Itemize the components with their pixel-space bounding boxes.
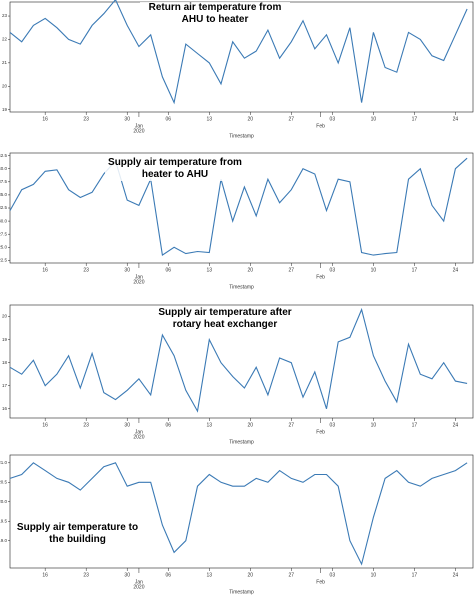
chart-title: Supply air temperature after rotary heat… (155, 307, 295, 331)
x-tick-label: 30 (124, 267, 130, 273)
y-tick-label: 19 (2, 107, 8, 112)
chart-title: Supply air temperature from heater to AH… (105, 157, 245, 181)
x-tick-label: 23 (83, 116, 89, 122)
y-tick-label: 20.0 (0, 499, 7, 504)
year-label: 2020 (133, 279, 144, 285)
line (9, 307, 468, 413)
x-tick-label: 13 (206, 116, 212, 122)
x-tick-label: 13 (206, 572, 212, 578)
x-tick-label: 13 (206, 422, 212, 428)
axes-frame (9, 304, 474, 419)
x-tick-label: 03 (330, 267, 336, 273)
x-tick-label: 06 (165, 572, 171, 578)
x-axis-label: Timestamp (229, 439, 254, 445)
x-tick-label: 17 (412, 572, 418, 578)
x-tick-label: 03 (330, 572, 336, 578)
chart-title: Supply air temperature to the building (15, 522, 140, 546)
month-label: Feb (316, 274, 325, 280)
x-tick-label: 16 (42, 116, 48, 122)
y-tick-label: 19.5 (0, 518, 7, 523)
x-axis-label: Timestamp (229, 133, 254, 139)
x-tick-label: 16 (42, 572, 48, 578)
y-tick-label: 35.0 (0, 192, 7, 197)
month-label: Feb (316, 123, 325, 129)
x-tick-label: 24 (453, 422, 459, 428)
x-tick-label: 20 (248, 267, 254, 273)
y-tick-label: 20 (2, 314, 8, 319)
y-tick-label: 19.0 (0, 538, 7, 543)
month-label: Jan (135, 579, 143, 585)
x-tick-label: 27 (289, 116, 295, 122)
y-tick-label: 40.0 (0, 166, 7, 171)
x-tick-label: 20 (248, 422, 254, 428)
month-label: Jan (135, 123, 143, 129)
x-tick-label: 06 (165, 422, 171, 428)
chart-title: Return air temperature from AHU to heate… (140, 2, 290, 26)
x-tick-label: 03 (330, 116, 336, 122)
x-tick-label: 10 (371, 116, 377, 122)
x-tick-label: 23 (83, 572, 89, 578)
x-tick-label: 17 (412, 267, 418, 273)
x-tick-label: 13 (206, 267, 212, 273)
x-tick-label: 17 (412, 116, 418, 122)
y-tick-label: 20.5 (0, 479, 7, 484)
x-tick-label: 03 (330, 422, 336, 428)
x-tick-label: 20 (248, 572, 254, 578)
y-tick-label: 22 (2, 37, 8, 42)
year-label: 2020 (133, 128, 144, 134)
x-tick-label: 06 (165, 116, 171, 122)
x-tick-label: 16 (42, 267, 48, 273)
y-tick-label: 18 (2, 360, 8, 365)
y-tick-label: 37.5 (0, 179, 7, 184)
x-tick-label: 30 (124, 422, 130, 428)
y-tick-label: 17 (2, 383, 8, 388)
x-tick-label: 17 (412, 422, 418, 428)
y-tick-label: 23 (2, 13, 8, 18)
y-tick-label: 27.5 (0, 231, 7, 236)
x-tick-label: 30 (124, 572, 130, 578)
x-axis-label: Timestamp (229, 589, 254, 595)
month-label: Feb (316, 429, 325, 435)
month-label: Feb (316, 579, 325, 585)
x-axis-label: Timestamp (229, 284, 254, 290)
year-label: 2020 (133, 434, 144, 440)
month-label: Jan (135, 274, 143, 280)
y-tick-label: 25.0 (0, 244, 7, 249)
y-tick-label: 42.5 (0, 153, 7, 158)
y-tick-label: 20 (2, 83, 8, 88)
line (9, 157, 468, 257)
x-tick-label: 10 (371, 572, 377, 578)
x-tick-label: 20 (248, 116, 254, 122)
month-label: Jan (135, 429, 143, 435)
x-tick-label: 24 (453, 267, 459, 273)
x-tick-label: 27 (289, 267, 295, 273)
y-tick-label: 32.5 (0, 205, 7, 210)
x-tick-label: 10 (371, 422, 377, 428)
axes-frame (9, 454, 474, 569)
x-tick-label: 10 (371, 267, 377, 273)
line (9, 0, 468, 105)
x-tick-label: 27 (289, 572, 295, 578)
year-label: 2020 (133, 584, 144, 590)
y-tick-label: 21 (2, 60, 8, 65)
x-tick-label: 16 (42, 422, 48, 428)
x-tick-label: 24 (453, 116, 459, 122)
x-tick-label: 23 (83, 422, 89, 428)
line (9, 462, 468, 566)
y-tick-label: 30.0 (0, 218, 7, 223)
x-tick-label: 27 (289, 422, 295, 428)
y-tick-label: 22.5 (0, 258, 7, 263)
y-tick-label: 16 (2, 406, 8, 411)
y-tick-label: 21.0 (0, 460, 7, 465)
x-tick-label: 24 (453, 572, 459, 578)
x-tick-label: 30 (124, 116, 130, 122)
y-tick-label: 19 (2, 337, 8, 342)
x-tick-label: 06 (165, 267, 171, 273)
x-tick-label: 23 (83, 267, 89, 273)
